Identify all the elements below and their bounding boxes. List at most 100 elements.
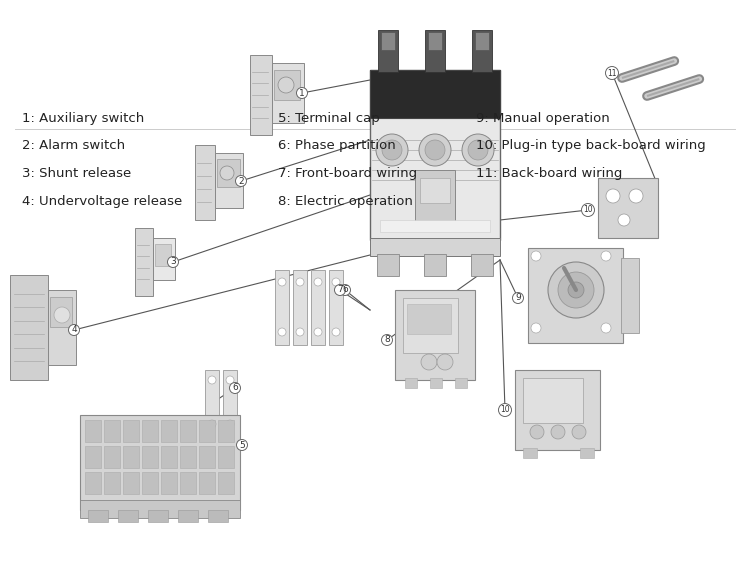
Circle shape [314, 328, 322, 336]
Circle shape [278, 328, 286, 336]
Text: 4: 4 [71, 325, 76, 335]
Bar [523, 448, 537, 458]
Text: 3: Shunt release: 3: Shunt release [22, 167, 132, 180]
Circle shape [548, 262, 604, 318]
Bar [250, 55, 272, 135]
Bar [471, 254, 493, 276]
Text: 6: 6 [232, 383, 238, 393]
Circle shape [531, 251, 541, 261]
Bar [80, 415, 240, 510]
Bar [272, 63, 304, 123]
Bar [405, 378, 417, 388]
Bar [208, 510, 228, 522]
Bar [598, 178, 658, 238]
Circle shape [558, 272, 594, 308]
Bar [161, 472, 177, 494]
Circle shape [530, 425, 544, 439]
Bar [311, 270, 325, 345]
Bar [199, 420, 215, 442]
Circle shape [601, 251, 611, 261]
Bar [425, 30, 445, 72]
Circle shape [425, 140, 445, 160]
Circle shape [236, 440, 248, 451]
Text: 4: Undervoltage release: 4: Undervoltage release [22, 195, 183, 208]
Bar [178, 510, 198, 522]
Bar [475, 32, 489, 50]
Bar [472, 30, 492, 72]
Bar [415, 170, 455, 225]
Bar [161, 420, 177, 442]
Bar [104, 420, 120, 442]
Bar [217, 159, 240, 187]
Circle shape [629, 189, 643, 203]
Bar [123, 472, 139, 494]
Circle shape [462, 134, 494, 166]
Bar [218, 446, 234, 468]
Bar [180, 446, 196, 468]
Circle shape [421, 354, 437, 370]
Bar [420, 178, 450, 203]
Bar [378, 30, 398, 72]
Bar [395, 290, 475, 380]
Circle shape [340, 285, 350, 296]
Bar [407, 304, 451, 334]
Text: 2: 2 [238, 176, 244, 185]
Bar [329, 270, 343, 345]
Circle shape [382, 335, 392, 346]
Text: 10: 10 [584, 205, 592, 215]
Bar [148, 510, 168, 522]
Bar [80, 500, 240, 518]
Text: 10: Plug-in type back-board wiring: 10: Plug-in type back-board wiring [476, 139, 706, 153]
Bar [380, 220, 490, 232]
Circle shape [618, 214, 630, 226]
Circle shape [551, 425, 565, 439]
Bar [381, 32, 395, 50]
Text: 5: 5 [239, 440, 244, 449]
Circle shape [605, 67, 619, 80]
Text: 6: 6 [342, 285, 348, 294]
Circle shape [468, 140, 488, 160]
Bar [274, 70, 300, 100]
Circle shape [606, 189, 620, 203]
Circle shape [296, 87, 307, 99]
Text: 1: 1 [299, 88, 304, 98]
Text: 11: Back-board wiring: 11: Back-board wiring [476, 167, 622, 180]
Text: 1: Auxiliary switch: 1: Auxiliary switch [22, 112, 145, 125]
Bar [135, 228, 153, 296]
Bar [428, 32, 442, 50]
Bar [218, 472, 234, 494]
Text: 9: Manual operation: 9: Manual operation [476, 112, 610, 125]
Bar [370, 70, 500, 240]
Bar [142, 472, 158, 494]
Bar [523, 378, 583, 423]
Circle shape [226, 420, 234, 428]
Bar [580, 448, 594, 458]
Bar [424, 254, 446, 276]
Bar [223, 370, 237, 435]
Bar [10, 275, 48, 380]
Bar [48, 290, 76, 365]
Bar [293, 270, 307, 345]
Circle shape [568, 282, 584, 298]
Bar [515, 370, 600, 450]
Bar [142, 420, 158, 442]
Text: 5: Terminal cap: 5: Terminal cap [278, 112, 380, 125]
Circle shape [332, 328, 340, 336]
Bar [155, 244, 171, 266]
Circle shape [376, 134, 408, 166]
Circle shape [581, 204, 595, 216]
Circle shape [278, 77, 294, 93]
Circle shape [334, 285, 346, 296]
Circle shape [296, 328, 304, 336]
Bar [88, 510, 108, 522]
Circle shape [296, 278, 304, 286]
Bar [199, 472, 215, 494]
Bar [123, 446, 139, 468]
Bar [85, 446, 101, 468]
Bar [621, 258, 639, 333]
Bar [430, 378, 442, 388]
Circle shape [572, 425, 586, 439]
Bar [377, 254, 399, 276]
Text: 7: Front-board wiring: 7: Front-board wiring [278, 167, 417, 180]
Text: 8: 8 [384, 335, 390, 344]
